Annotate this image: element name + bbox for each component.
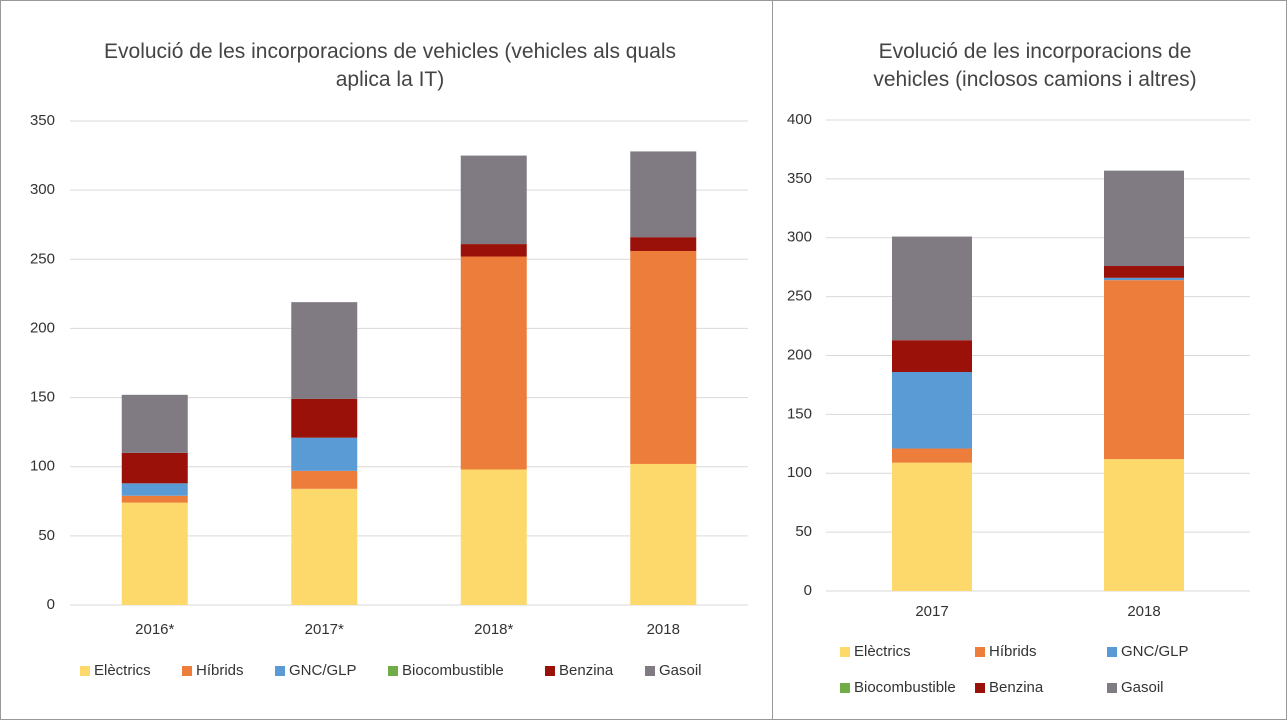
bar-segment [892,448,972,463]
bar-segment [291,470,358,489]
x-tick-label: 2017* [305,621,344,638]
legend-label: Gasoil [659,662,702,679]
bar-segment [1104,280,1184,460]
legend-label: Benzina [559,662,614,679]
chart-title: Evolució de les incorporacions de vehicl… [873,40,1197,91]
y-tick-label: 150 [30,389,55,406]
y-tick-label: 250 [787,288,812,305]
bar-segment [1104,277,1184,281]
legend-label: GNC/GLP [289,662,357,679]
bar-segment [291,437,358,471]
bar-segment [121,483,188,496]
y-tick-label: 300 [30,181,55,198]
bar-segment [892,462,972,591]
x-tick-label: 2018* [474,621,513,638]
legend-swatch [545,666,555,676]
bar-segment [630,463,697,605]
bar-segment [892,236,972,341]
legend-label: Elèctrics [854,643,911,660]
legend-label: Biocombustible [854,679,956,696]
y-tick-label: 250 [30,250,55,267]
legend-swatch [388,666,398,676]
y-tick-label: 100 [30,458,55,475]
y-tick-label: 100 [787,464,812,481]
bar-segment [291,302,358,399]
legend-label: Biocombustible [402,662,504,679]
legend-swatch [975,683,985,693]
legend-label: Elèctrics [94,662,151,679]
bar-segment [1104,266,1184,278]
x-tick-label: 2018 [647,621,680,638]
bar-segment [291,488,358,605]
legend-swatch [80,666,90,676]
bar-segment [121,394,188,453]
y-tick-label: 150 [787,405,812,422]
legend-swatch [1107,647,1117,657]
legend-swatch [975,647,985,657]
bar-segment [460,469,527,605]
bar-segment [121,495,188,503]
y-tick-label: 0 [47,596,55,613]
legend-swatch [645,666,655,676]
bar-segment [460,244,527,257]
bar-segment [892,371,972,449]
legend-swatch [840,647,850,657]
bar-segment [460,256,527,470]
bar-segment [1104,170,1184,267]
bar-segment [1104,459,1184,591]
legend-label: Híbrids [989,643,1037,660]
legend-swatch [182,666,192,676]
bar-segment [121,452,188,484]
y-tick-label: 350 [787,170,812,187]
legend-label: Gasoil [1121,679,1164,696]
x-tick-label: 2016* [135,621,174,638]
y-tick-label: 350 [30,112,55,129]
legend-swatch [275,666,285,676]
bar-segment [121,502,188,605]
legend-swatch [1107,683,1117,693]
bar-segment [630,237,697,251]
bar-segment [892,340,972,372]
bar-segment [291,398,358,438]
x-tick-label: 2018 [1127,603,1160,620]
bar-segment [630,151,697,238]
y-tick-label: 300 [787,229,812,246]
y-tick-label: 200 [787,346,812,363]
legend-label: Benzina [989,679,1044,696]
bar-segment [630,250,697,464]
y-tick-label: 200 [30,319,55,336]
chart-title: Evolució de les incorporacions de vehicl… [104,40,676,91]
legend-label: Híbrids [196,662,244,679]
y-tick-label: 400 [787,111,812,128]
y-tick-label: 50 [795,523,812,540]
x-tick-label: 2017 [915,603,948,620]
legend-swatch [840,683,850,693]
legend-label: GNC/GLP [1121,643,1189,660]
bar-segment [460,155,527,245]
y-tick-label: 0 [804,582,812,599]
y-tick-label: 50 [38,527,55,544]
